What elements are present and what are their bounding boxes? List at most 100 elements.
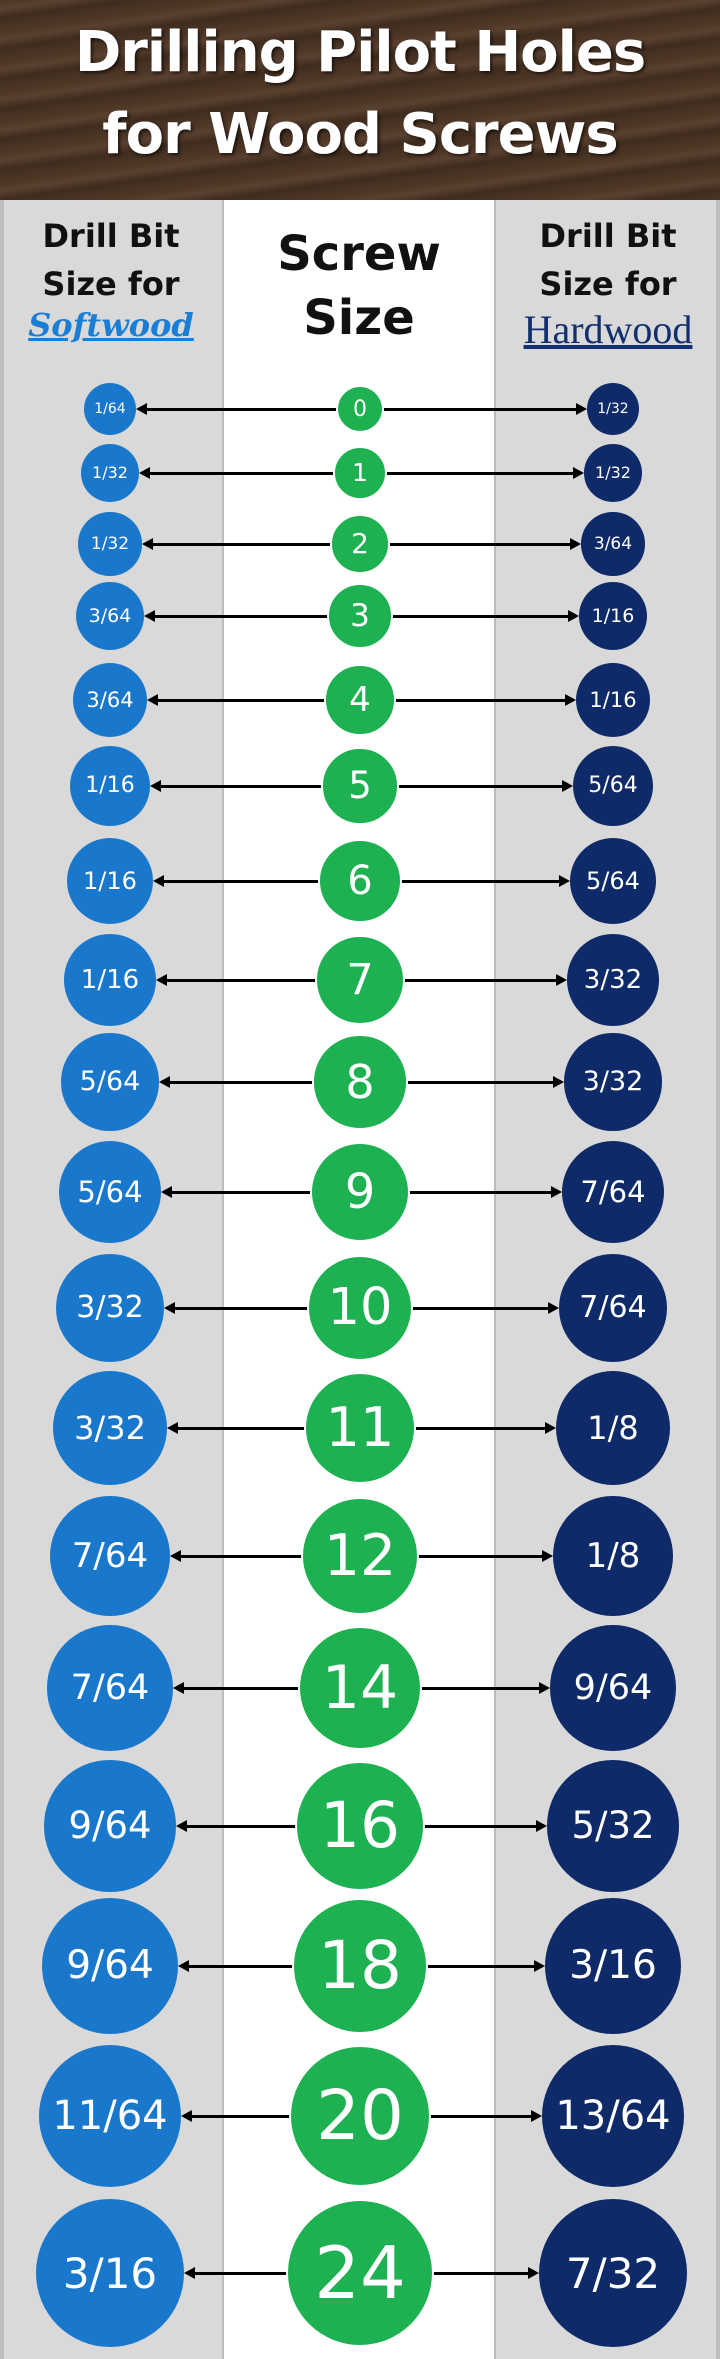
softwood-bit-circle: 1/32 — [81, 444, 139, 502]
softwood-bit-circle: 3/64 — [75, 581, 145, 651]
arrow-line-right — [360, 1190, 552, 1194]
hardwood-bit-circle-value: 3/32 — [582, 1066, 644, 1098]
hardwood-bit-circle-value: 7/32 — [565, 2248, 661, 2298]
arrowhead-left-icon — [184, 2267, 195, 2279]
arrowhead-left-icon — [158, 1076, 170, 1088]
softwood-header-line-1: Drill Bit — [42, 217, 180, 255]
screw-size-circle-value: 20 — [316, 2075, 404, 2156]
arrowhead-left-icon — [147, 694, 159, 706]
screw-size-circle: 7 — [315, 935, 405, 1025]
softwood-bit-circle-value: 1/32 — [90, 533, 130, 554]
hardwood-bit-circle: 9/64 — [550, 1625, 676, 1751]
title-line-2: for Wood Screws — [102, 102, 618, 167]
arrowhead-left-icon — [164, 1302, 176, 1314]
softwood-bit-circle: 11/64 — [38, 2044, 182, 2188]
screw-size-circle: 20 — [288, 2044, 432, 2188]
arrowhead-left-icon — [136, 403, 147, 415]
arrowhead-right-icon — [553, 1076, 565, 1088]
softwood-bit-circle-value: 1/16 — [80, 964, 140, 995]
arrow-line-right — [360, 1080, 555, 1084]
softwood-bit-circle: 9/64 — [44, 1760, 176, 1892]
softwood-bit-circle: 3/64 — [72, 662, 148, 738]
hardwood-bit-circle: 1/32 — [584, 444, 642, 502]
arrow-line-right — [360, 1824, 538, 1828]
arrow-line-left — [148, 471, 360, 475]
arrow-line-right — [360, 407, 577, 411]
screw-size-circle-value: 5 — [348, 764, 372, 808]
softwood-bit-circle-value: 1/32 — [92, 463, 128, 483]
arrowhead-left-icon — [181, 2110, 193, 2122]
arrow-line-left — [174, 1306, 360, 1310]
softwood-bit-circle: 7/64 — [50, 1496, 170, 1616]
softwood-bit-circle-value: 5/64 — [79, 1066, 141, 1098]
arrow-line-right — [360, 2114, 532, 2118]
softwood-bit-circle-value: 7/64 — [70, 1667, 150, 1708]
hardwood-bit-circle-value: 5/64 — [586, 866, 640, 895]
hardwood-bit-circle: 1/8 — [553, 1496, 673, 1616]
arrowhead-left-icon — [141, 538, 153, 550]
title-banner: Drilling Pilot Holes for Wood Screws — [0, 0, 720, 200]
arrowhead-right-icon — [567, 610, 579, 622]
softwood-label: Softwood — [28, 306, 194, 344]
softwood-bit-circle: 1/16 — [69, 745, 151, 827]
hardwood-bit-circle-value: 7/64 — [579, 1290, 647, 1326]
hardwood-bit-circle: 1/32 — [587, 383, 639, 435]
screw-size-circle-value: 12 — [323, 1522, 397, 1589]
arrow-line-right — [360, 1426, 546, 1430]
hardwood-bit-circle-value: 1/32 — [597, 401, 629, 417]
hardwood-bit-circle: 7/32 — [539, 2199, 687, 2347]
arrowhead-right-icon — [556, 974, 568, 986]
arrowhead-right-icon — [559, 875, 571, 887]
hardwood-bit-circle: 5/64 — [572, 745, 654, 827]
hardwood-bit-circle: 3/64 — [581, 512, 645, 576]
screw-size-circle-value: 2 — [351, 527, 369, 561]
hardwood-bit-circle-value: 3/32 — [583, 964, 643, 995]
arrow-line-left — [154, 614, 360, 618]
arrow-line-left — [191, 2114, 360, 2118]
arrowhead-left-icon — [175, 1820, 187, 1832]
screw-size-circle-value: 3 — [350, 597, 370, 634]
softwood-header: Drill Bit Size for — [0, 212, 222, 308]
arrowhead-right-icon — [547, 1302, 559, 1314]
screw-size-circle-value: 16 — [319, 1789, 401, 1863]
arrowhead-right-icon — [561, 780, 573, 792]
softwood-bit-circle: 1/32 — [78, 512, 142, 576]
softwood-bit-circle: 3/32 — [55, 1253, 165, 1363]
arrow-line-left — [160, 784, 360, 788]
screw-size-circle-value: 14 — [321, 1652, 399, 1723]
arrow-line-right — [360, 542, 572, 546]
hardwood-bit-circle: 3/32 — [564, 1033, 662, 1131]
screw-size-circle: 18 — [291, 1897, 429, 2035]
hardwood-bit-circle: 3/32 — [567, 934, 659, 1026]
softwood-bit-circle: 9/64 — [41, 1897, 179, 2035]
hardwood-bit-circle-value: 9/64 — [573, 1667, 653, 1708]
screw-size-circle: 8 — [312, 1034, 408, 1130]
arrow-line-left — [165, 978, 360, 982]
softwood-bit-circle-value: 5/64 — [77, 1174, 143, 1209]
screw-size-circle: 24 — [286, 2199, 434, 2347]
arrow-line-right — [360, 1306, 549, 1310]
arrowhead-left-icon — [172, 1682, 184, 1694]
arrowhead-left-icon — [178, 1960, 190, 1972]
softwood-bit-circle-value: 3/16 — [62, 2248, 158, 2298]
screw-size-circle-value: 7 — [346, 954, 374, 1005]
softwood-bit-circle-value: 7/64 — [71, 1535, 149, 1576]
screw-size-circle-value: 1 — [352, 458, 368, 488]
hardwood-bit-circle-value: 5/32 — [571, 1804, 655, 1848]
screw-header-line-1: Screw — [277, 226, 441, 282]
arrowhead-left-icon — [155, 974, 167, 986]
arrowhead-right-icon — [570, 538, 582, 550]
softwood-bit-circle-value: 1/16 — [85, 773, 135, 799]
hardwood-bit-circle-value: 1/8 — [587, 1408, 639, 1447]
hardwood-bit-circle-value: 1/32 — [595, 463, 631, 483]
arrow-line-left — [185, 1824, 360, 1828]
screw-size-circle: 11 — [303, 1371, 417, 1485]
softwood-bit-circle-value: 3/64 — [86, 687, 134, 712]
screw-size-circle: 16 — [294, 1760, 426, 1892]
arrow-line-left — [177, 1426, 360, 1430]
arrowhead-right-icon — [573, 467, 585, 479]
arrow-line-left — [182, 1686, 360, 1690]
arrowhead-right-icon — [533, 1960, 545, 1972]
softwood-bit-circle-value: 1/64 — [94, 401, 126, 417]
hardwood-bit-circle: 1/16 — [578, 581, 648, 651]
